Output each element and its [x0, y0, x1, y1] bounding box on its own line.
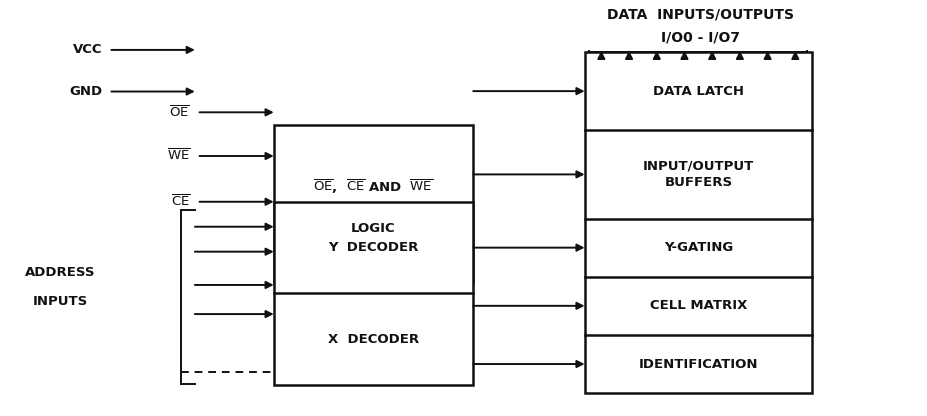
- Text: CELL MATRIX: CELL MATRIX: [649, 300, 746, 312]
- Bar: [584, 52, 811, 393]
- Bar: [273, 125, 473, 283]
- Text: INPUT/OUTPUT
BUFFERS: INPUT/OUTPUT BUFFERS: [642, 160, 753, 189]
- Text: I/O0 - I/O7: I/O0 - I/O7: [660, 30, 740, 45]
- Text: VCC: VCC: [72, 43, 102, 57]
- Text: DATA LATCH: DATA LATCH: [652, 84, 743, 98]
- Text: Y-GATING: Y-GATING: [663, 241, 732, 254]
- Text: $\overline{\rm CE}$: $\overline{\rm CE}$: [171, 194, 190, 209]
- Text: Y  DECODER: Y DECODER: [328, 241, 418, 254]
- Text: GND: GND: [69, 85, 102, 98]
- Text: LOGIC: LOGIC: [350, 222, 396, 235]
- Text: $\overline{\rm OE}$: $\overline{\rm OE}$: [170, 105, 190, 120]
- Text: DATA  INPUTS/OUTPUTS: DATA INPUTS/OUTPUTS: [606, 7, 794, 22]
- Text: $\overline{\rm OE}$,  $\overline{\rm CE}$ AND  $\overline{\rm WE}$: $\overline{\rm OE}$, $\overline{\rm CE}$…: [313, 178, 433, 196]
- Text: IDENTIFICATION: IDENTIFICATION: [638, 357, 757, 371]
- Text: $\overline{\rm WE}$: $\overline{\rm WE}$: [167, 149, 190, 163]
- Text: INPUTS: INPUTS: [32, 295, 88, 308]
- Text: ADDRESS: ADDRESS: [25, 266, 95, 279]
- Bar: [273, 202, 473, 385]
- Text: X  DECODER: X DECODER: [327, 332, 419, 346]
